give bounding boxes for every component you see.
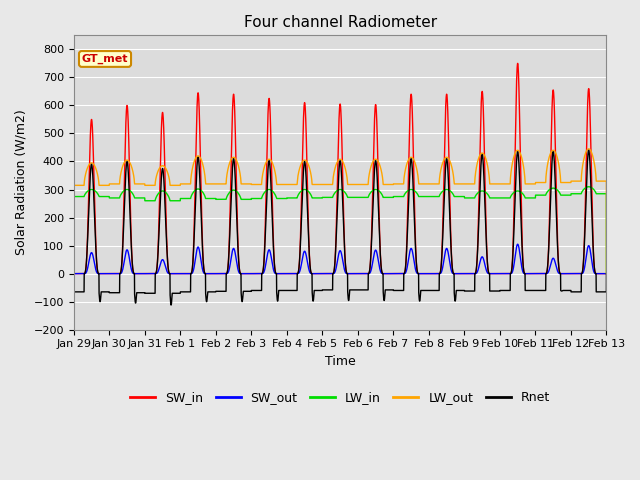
LW_out — [251, 181, 259, 187]
SW_out — [251, 271, 259, 276]
LW_out — [580, 156, 588, 161]
SW_in — [603, 271, 611, 276]
SW_out — [460, 271, 467, 276]
LW_out — [573, 178, 581, 184]
SW_out — [580, 267, 588, 273]
Rnet — [573, 289, 581, 295]
SW_in — [514, 60, 522, 66]
LW_in — [251, 196, 259, 202]
Rnet — [585, 147, 593, 153]
Rnet — [167, 302, 175, 308]
Rnet — [603, 271, 611, 276]
LW_in — [573, 191, 581, 197]
Rnet — [580, 248, 588, 254]
SW_out — [474, 267, 482, 273]
SW_in — [460, 271, 467, 276]
Line: Rnet: Rnet — [74, 150, 607, 305]
SW_in — [573, 271, 581, 276]
LW_out — [70, 182, 77, 188]
LW_in — [585, 184, 593, 190]
Rnet — [322, 287, 330, 293]
SW_in — [474, 228, 482, 233]
LW_in — [322, 194, 330, 200]
SW_in — [251, 271, 259, 276]
LW_in — [580, 186, 588, 192]
LW_out — [322, 181, 330, 187]
SW_in — [70, 271, 77, 276]
Rnet — [251, 288, 259, 293]
SW_out — [322, 271, 330, 276]
Y-axis label: Solar Radiation (W/m2): Solar Radiation (W/m2) — [15, 109, 28, 255]
SW_out — [603, 271, 611, 276]
LW_in — [460, 193, 467, 199]
SW_out — [514, 241, 522, 247]
Line: SW_in: SW_in — [74, 63, 607, 274]
SW_in — [580, 245, 588, 251]
LW_out — [474, 157, 482, 163]
LW_in — [70, 193, 77, 199]
LW_out — [603, 271, 611, 276]
SW_out — [573, 271, 581, 276]
Legend: SW_in, SW_out, LW_in, LW_out, Rnet: SW_in, SW_out, LW_in, LW_out, Rnet — [125, 386, 555, 409]
Line: LW_out: LW_out — [74, 149, 607, 274]
Line: SW_out: SW_out — [74, 244, 607, 274]
LW_out — [460, 181, 467, 187]
Text: GT_met: GT_met — [82, 54, 128, 64]
Rnet — [70, 289, 77, 295]
Line: LW_in: LW_in — [74, 187, 607, 274]
LW_out — [585, 146, 593, 152]
LW_in — [603, 271, 611, 276]
SW_out — [70, 271, 77, 276]
LW_in — [474, 190, 482, 195]
Rnet — [460, 288, 467, 293]
SW_in — [322, 271, 330, 276]
X-axis label: Time: Time — [324, 355, 355, 368]
Title: Four channel Radiometer: Four channel Radiometer — [244, 15, 436, 30]
Rnet — [474, 234, 482, 240]
